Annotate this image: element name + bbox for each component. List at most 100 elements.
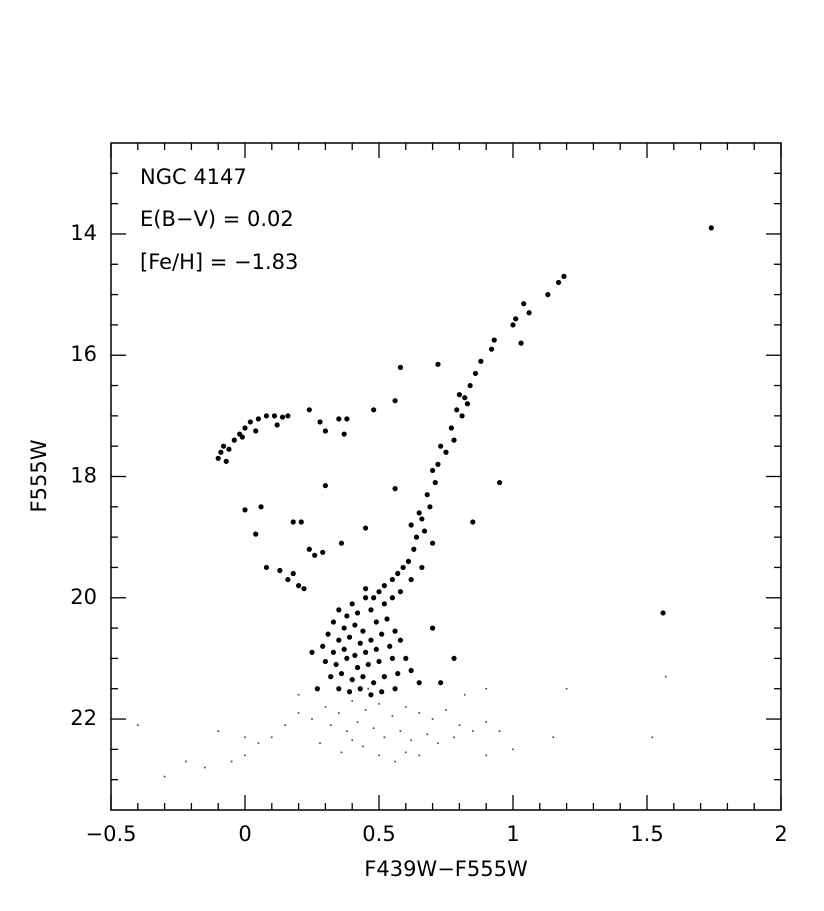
star-point <box>337 711 340 714</box>
star-point <box>319 742 322 745</box>
star-point <box>298 519 304 525</box>
star-point <box>387 643 393 649</box>
star-point <box>344 655 350 662</box>
star-point <box>297 711 300 714</box>
star-point <box>411 546 417 552</box>
star-point <box>421 528 428 534</box>
star-point <box>296 583 302 589</box>
star-point <box>344 416 350 422</box>
star-point <box>438 443 444 449</box>
star-point <box>352 622 358 628</box>
star-point <box>432 479 438 486</box>
star-point <box>363 649 369 655</box>
star-point <box>463 693 466 696</box>
star-point <box>336 637 342 643</box>
star-point <box>363 525 369 531</box>
x-tick-label: 0.5 <box>362 822 395 846</box>
star-point <box>367 687 370 690</box>
star-point <box>389 595 395 601</box>
star-point <box>459 413 465 419</box>
star-point <box>513 316 519 322</box>
star-point <box>352 652 358 658</box>
star-point <box>392 486 398 492</box>
star-point <box>384 616 390 622</box>
star-point <box>389 655 395 662</box>
star-point <box>371 595 377 601</box>
star-point <box>381 601 387 607</box>
star-point <box>253 531 259 537</box>
star-point <box>361 745 364 748</box>
star-point <box>356 721 359 724</box>
star-point <box>456 392 462 398</box>
star-point <box>314 686 320 692</box>
star-point <box>464 401 471 407</box>
star-point <box>242 425 248 431</box>
y-tick-label: 16 <box>70 342 97 366</box>
star-point <box>664 675 667 678</box>
star-point <box>360 628 366 634</box>
star-point <box>328 674 334 680</box>
star-point <box>329 724 332 727</box>
star-point <box>418 711 421 714</box>
star-point <box>263 413 270 419</box>
star-point <box>325 631 331 637</box>
star-point <box>203 766 206 769</box>
star-point <box>408 667 414 674</box>
star-point <box>430 540 436 546</box>
star-point <box>279 414 286 420</box>
star-point <box>512 748 514 751</box>
star-point <box>364 708 367 711</box>
star-point <box>431 718 434 721</box>
star-point <box>451 655 457 662</box>
star-point <box>357 640 363 646</box>
star-point <box>453 736 456 739</box>
star-point <box>341 431 347 437</box>
star-point <box>392 686 398 692</box>
star-point <box>471 730 474 733</box>
star-point <box>397 637 404 643</box>
star-point <box>255 416 261 422</box>
star-point <box>451 437 457 443</box>
star-point <box>244 754 246 757</box>
star-point <box>430 625 436 631</box>
star-point <box>408 576 414 583</box>
star-point <box>555 279 562 286</box>
star-point <box>472 370 479 377</box>
star-point <box>376 589 382 595</box>
star-point <box>435 361 441 367</box>
star-point <box>163 775 166 778</box>
x-tick-label: 2 <box>774 822 787 846</box>
star-point <box>565 687 568 690</box>
star-point <box>454 407 460 413</box>
star-point <box>341 646 347 652</box>
star-point <box>311 718 313 721</box>
star-point <box>349 677 355 683</box>
star-point <box>443 449 449 455</box>
star-point <box>341 625 347 631</box>
star-point <box>651 736 654 739</box>
star-point <box>270 736 273 739</box>
y-tick-label: 20 <box>70 585 97 609</box>
star-point <box>320 643 326 649</box>
annotation: [Fe/H] = −1.83 <box>140 250 298 274</box>
star-point <box>363 595 369 601</box>
star-point <box>230 760 233 763</box>
star-point <box>322 428 328 434</box>
star-point <box>404 705 407 708</box>
star-point <box>399 730 402 733</box>
star-point <box>301 586 307 592</box>
star-point <box>330 649 337 655</box>
star-point <box>497 479 503 486</box>
star-point <box>285 413 291 419</box>
star-point <box>354 664 361 671</box>
star-point <box>368 637 374 643</box>
star-point <box>247 419 253 425</box>
star-point <box>285 576 291 583</box>
star-point <box>381 583 387 589</box>
star-point <box>344 613 350 619</box>
star-point <box>317 419 323 425</box>
star-point <box>445 708 447 711</box>
star-point <box>545 291 551 298</box>
star-point <box>220 443 227 449</box>
star-point <box>526 310 532 316</box>
